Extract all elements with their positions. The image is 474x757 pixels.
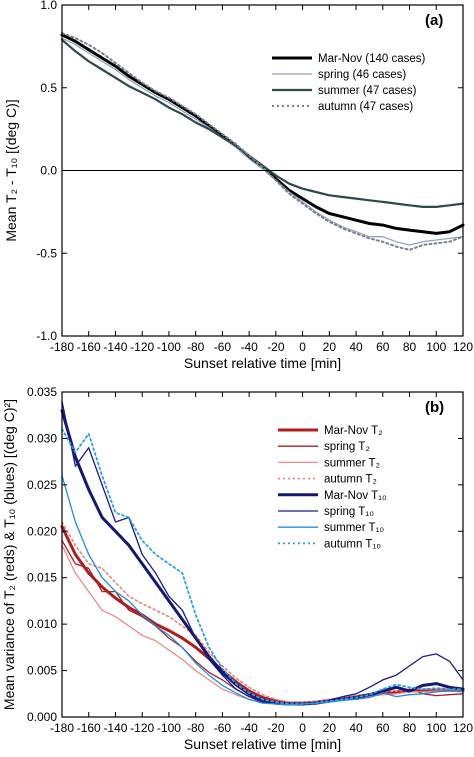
a-x-tick-label-15: 120 (453, 340, 473, 354)
panel-b: -180 -160 -140 -120 -100 -80 -60 -40 -20 0 20 40 60 8… (1, 385, 473, 752)
b-y-tick-label-6: 0.030 (27, 431, 57, 445)
b-legend-label-5: spring T₁₀ (324, 506, 374, 518)
panel-b-y-axis-label: Mean variance of T₂ (reds) & T₁₀ (blues)… (1, 399, 17, 710)
a-y-tick-label-4: 1.0 (40, 0, 57, 12)
a-y-tick-label-3: 0.5 (40, 81, 57, 95)
panel-a-series (60, 32, 465, 251)
b-legend-label-2: summer T₂ (324, 457, 380, 469)
b-x-tick-label-13: 80 (403, 721, 417, 735)
a-x-tick-label-3: -120 (130, 340, 154, 354)
a-series-line-3 (61, 32, 464, 251)
panel-b-series (60, 400, 465, 706)
a-series-line-2 (60, 38, 465, 208)
b-series-line-3 (61, 521, 464, 703)
a-x-tick-label-6: -60 (214, 340, 232, 354)
panel-a: -180 -160 -140 -120 -100 -80 -60 -40 -20 0 20 40 60 8… (3, 0, 473, 371)
b-series-line-7 (61, 428, 464, 705)
b-legend-label-1: spring T₂ (324, 441, 370, 453)
b-series-line-4 (60, 409, 465, 706)
b-x-tick-label-3: -120 (130, 721, 154, 735)
a-legend-label-0: Mar-Nov (140 cases) (318, 53, 426, 65)
a-x-tick-label-7: -40 (240, 340, 258, 354)
b-series-line-1 (61, 539, 464, 705)
b-legend-label-6: summer T₁₀ (324, 522, 384, 534)
a-legend-label-2: summer (47 cases) (318, 85, 417, 97)
a-x-tick-label-2: -140 (103, 340, 127, 354)
panel-a-y-ticks: -1.0 -0.5 0.0 0.5 1.0 (36, 0, 463, 343)
b-y-tick-label-0: 0.000 (27, 710, 57, 724)
b-x-tick-label-10: 20 (323, 721, 337, 735)
b-x-tick-label-2: -140 (103, 721, 127, 735)
a-x-tick-label-12: 60 (376, 340, 390, 354)
panel-b-label: (b) (425, 399, 444, 416)
panel-b-x-ticks: -180 -160 -140 -120 -100 -80 -60 -40 -20 0 20 40 60 8… (50, 392, 473, 735)
b-series-line-6 (61, 474, 464, 706)
a-legend-label-3: autumn (47 cases) (318, 101, 413, 113)
b-y-tick-label-5: 0.025 (27, 478, 57, 492)
b-legend-label-3: autumn T₂ (324, 474, 377, 486)
a-y-tick-label-1: -0.5 (36, 246, 57, 260)
b-y-tick-label-4: 0.020 (27, 524, 57, 538)
b-x-tick-label-8: -20 (267, 721, 285, 735)
a-x-tick-label-8: -20 (267, 340, 285, 354)
b-legend-label-7: autumn T₁₀ (324, 538, 381, 550)
b-x-tick-label-4: -100 (157, 721, 181, 735)
b-y-tick-label-7: 0.035 (27, 385, 57, 399)
a-x-tick-label-14: 100 (426, 340, 446, 354)
b-legend-label-0: Mar-Nov T₂ (324, 425, 383, 437)
b-x-tick-label-1: -160 (77, 721, 101, 735)
a-x-tick-label-11: 40 (349, 340, 363, 354)
b-x-tick-label-5: -80 (187, 721, 205, 735)
panel-a-x-axis-label: Sunset relative time [min] (184, 355, 341, 371)
b-y-tick-label-2: 0.010 (27, 617, 57, 631)
b-legend-label-4: Mar-Nov T₁₀ (324, 490, 387, 502)
panel-a-legend: Mar-Nov (140 cases) spring (46 cases) summ… (272, 53, 426, 113)
panel-a-y-axis-label: Mean T₂ - T₁₀ [(deg C)] (3, 99, 19, 241)
a-x-tick-label-10: 20 (323, 340, 337, 354)
a-x-tick-label-13: 80 (403, 340, 417, 354)
b-series-line-5 (61, 400, 464, 706)
b-y-tick-label-1: 0.005 (27, 664, 57, 678)
b-x-tick-label-0: -180 (50, 721, 74, 735)
b-x-tick-label-15: 120 (453, 721, 473, 735)
panel-b-plot-frame (61, 391, 464, 718)
a-y-tick-label-2: 0.0 (40, 164, 57, 178)
panel-b-legend: Mar-Nov T₂ spring T₂ summer T₂ autumn T₂ Mar… (278, 425, 387, 550)
a-x-tick-label-1: -160 (77, 340, 101, 354)
a-legend-label-1: spring (46 cases) (318, 69, 406, 81)
b-x-tick-label-14: 100 (426, 721, 446, 735)
b-x-tick-label-12: 60 (376, 721, 390, 735)
a-x-tick-label-9: 0 (299, 340, 306, 354)
b-y-tick-label-3: 0.015 (27, 571, 57, 585)
a-x-tick-label-5: -80 (187, 340, 205, 354)
panel-a-label: (a) (425, 12, 443, 29)
a-series-line-1 (61, 37, 464, 246)
b-x-tick-label-9: 0 (299, 721, 306, 735)
a-x-tick-label-0: -180 (50, 340, 74, 354)
panel-a-x-ticks: -180 -160 -140 -120 -100 -80 -60 -40 -20 0 20 40 60 8… (50, 5, 473, 354)
a-x-tick-label-4: -100 (157, 340, 181, 354)
a-y-tick-label-0: -1.0 (36, 329, 57, 343)
panel-b-x-axis-label: Sunset relative time [min] (184, 736, 341, 752)
b-series-line-0 (60, 525, 465, 705)
b-x-tick-label-6: -60 (214, 721, 232, 735)
b-x-tick-label-11: 40 (349, 721, 363, 735)
b-series-line-2 (61, 544, 464, 705)
panel-b-y-ticks: 0.000 0.005 0.010 0.015 0.020 0.025 0.030 0.035 (27, 385, 463, 724)
b-x-tick-label-7: -40 (240, 721, 258, 735)
